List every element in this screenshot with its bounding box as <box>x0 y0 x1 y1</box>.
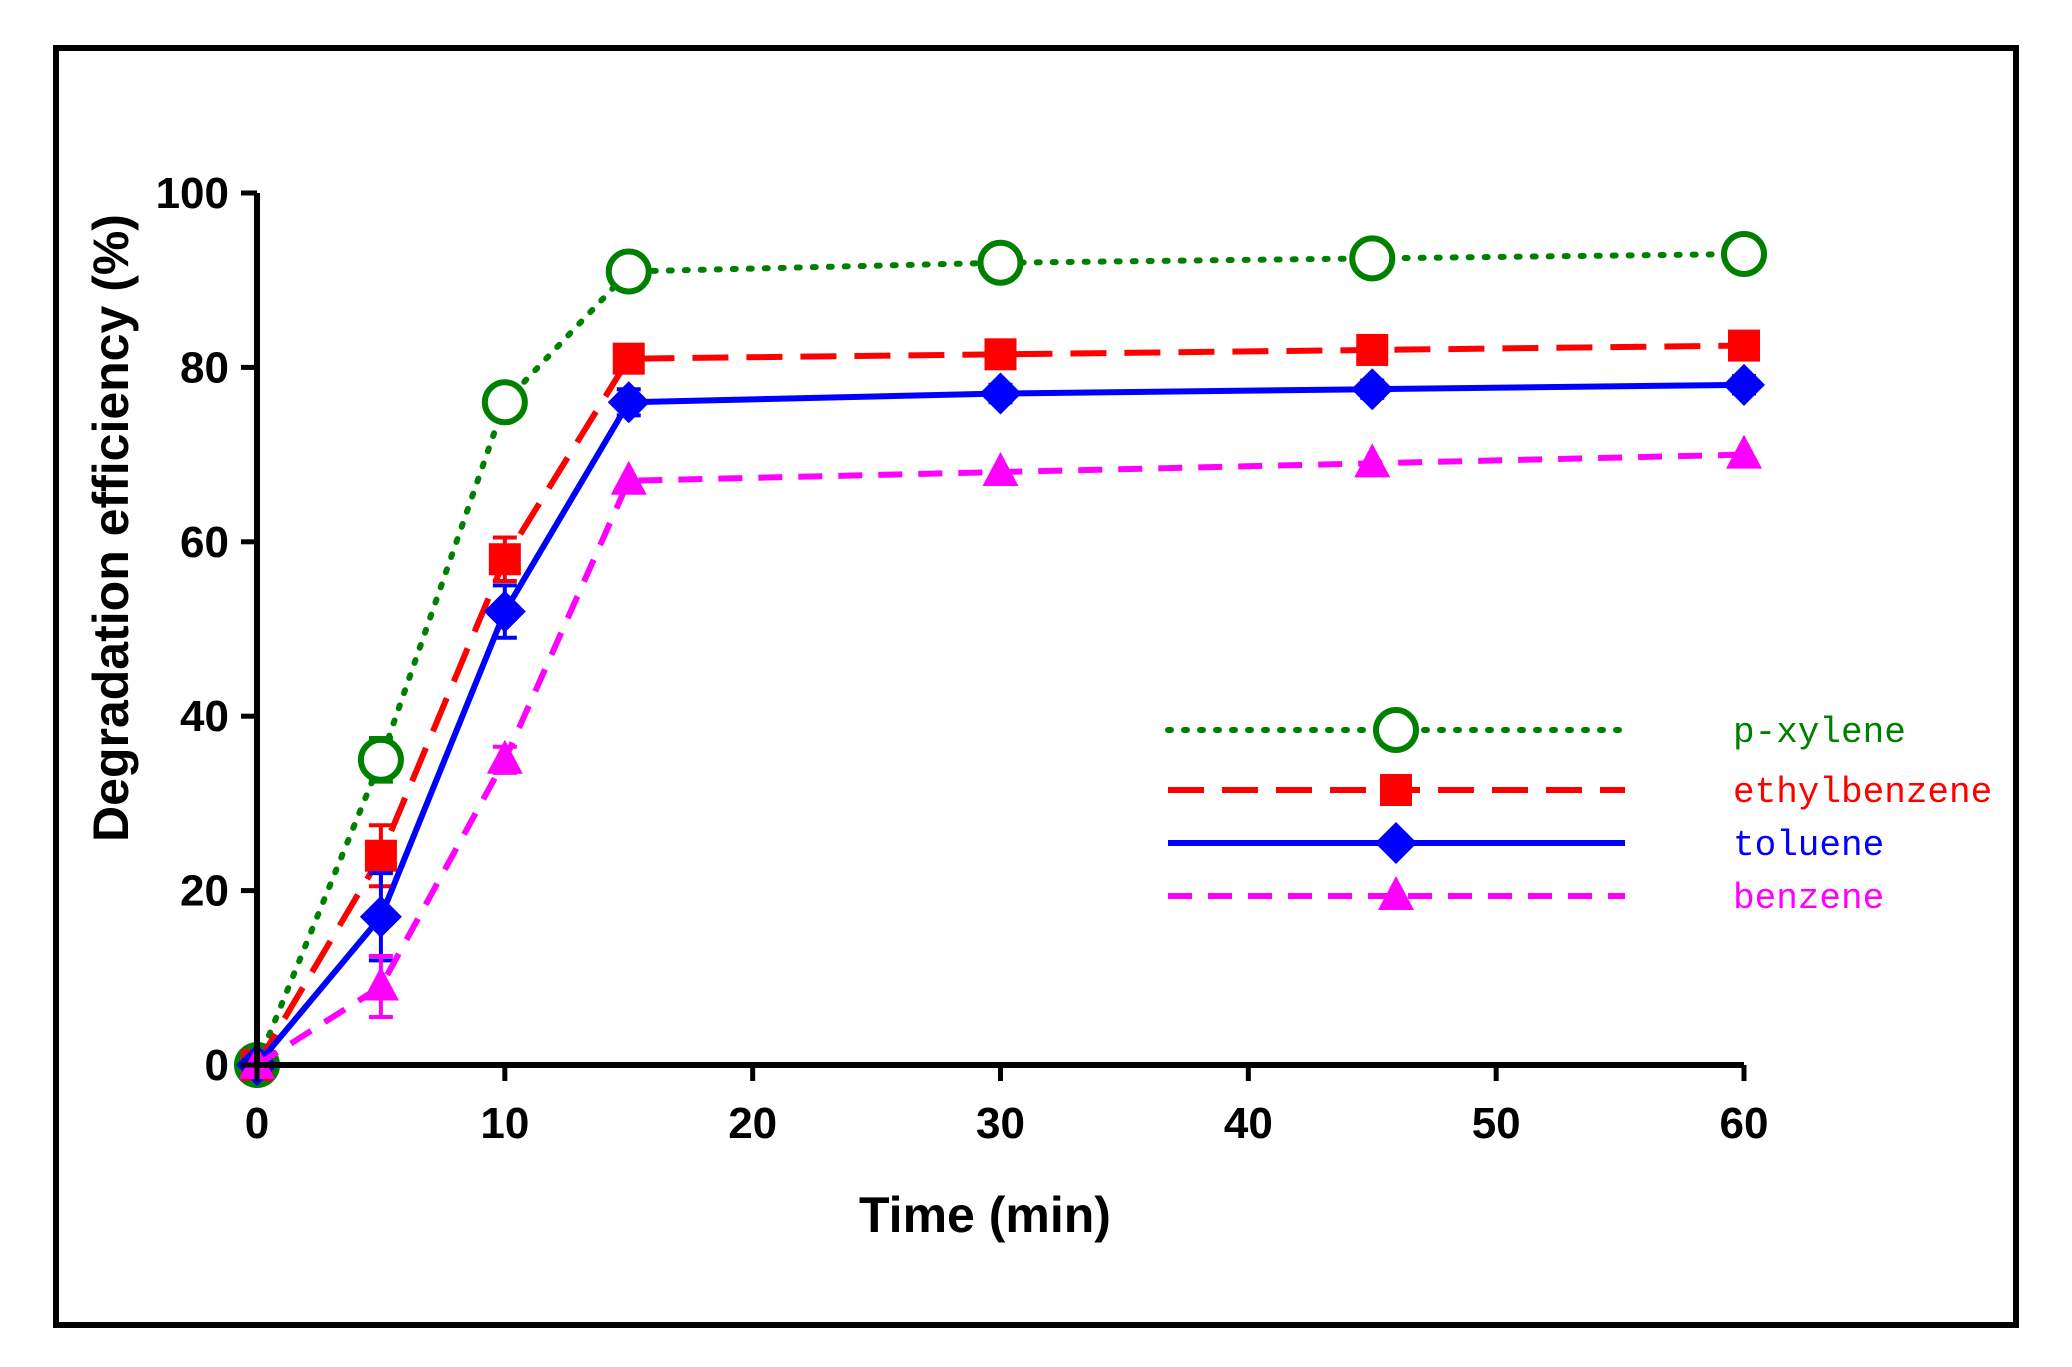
legend: p-xylene ethylbenzene toluene benzene <box>1165 707 1992 919</box>
data-point <box>1728 329 1760 362</box>
data-point <box>486 739 523 774</box>
data-point <box>1354 443 1391 478</box>
data-point <box>1726 434 1762 469</box>
data-point <box>362 966 399 1001</box>
data-point <box>1356 333 1389 366</box>
data-point <box>359 895 402 938</box>
x-tick-label: 30 <box>976 1099 1025 1148</box>
y-tick-label: 80 <box>180 343 229 392</box>
y-tick-label: 20 <box>180 867 229 916</box>
x-tick-label: 0 <box>245 1099 269 1148</box>
data-point <box>1721 231 1767 278</box>
x-axis-title: Time (min) <box>859 1187 1111 1243</box>
data-point <box>979 372 1022 415</box>
y-tick-label: 0 <box>205 1041 229 1090</box>
legend-item-toluene: toluene <box>1168 822 1884 866</box>
legend-marker <box>1378 876 1414 910</box>
figure-frame <box>53 45 2019 1328</box>
ticks-layer: 0 10 20 30 40 50 60 0 20 40 60 80 100 <box>156 169 1769 1148</box>
data-point <box>1349 235 1396 282</box>
series-line <box>255 451 1745 1068</box>
y-tick-label: 40 <box>180 692 229 741</box>
x-tick-label: 40 <box>1224 1099 1273 1148</box>
data-point <box>364 839 397 872</box>
data-point <box>610 460 647 495</box>
data-point <box>483 590 526 633</box>
data-point <box>612 342 645 375</box>
data-point <box>357 736 404 783</box>
data-point <box>1723 363 1765 406</box>
x-tick-label: 60 <box>1720 1099 1769 1148</box>
data-point <box>984 338 1017 371</box>
data-point <box>1351 368 1394 411</box>
legend-item-ethylbenzene: ethylbenzene <box>1168 772 1992 813</box>
legend-label: ethylbenzene <box>1733 772 1992 813</box>
y-tick-label: 60 <box>180 518 229 567</box>
data-point <box>977 239 1024 286</box>
series-benzene <box>239 434 1762 1079</box>
data-point <box>481 379 528 426</box>
x-tick-label: 20 <box>728 1099 777 1148</box>
legend-marker <box>1380 774 1412 806</box>
legend-label: benzene <box>1733 878 1884 919</box>
series-line <box>254 381 1745 1067</box>
x-tick-label: 10 <box>480 1099 529 1148</box>
legend-item-p-xylene: p-xylene <box>1165 707 1906 753</box>
y-axis-title: Degradation efficiency (%) <box>83 214 139 842</box>
data-point <box>982 452 1019 487</box>
y-tick-label: 100 <box>156 169 229 218</box>
legend-item-benzene: benzene <box>1168 876 1884 919</box>
series-p-xylene <box>234 231 1767 1088</box>
data-point <box>607 381 650 424</box>
legend-marker <box>1373 707 1419 753</box>
legend-label: toluene <box>1733 825 1884 866</box>
legend-label: p-xylene <box>1733 712 1906 753</box>
data-point <box>488 543 521 576</box>
x-tick-label: 50 <box>1472 1099 1521 1148</box>
legend-marker <box>1375 822 1417 864</box>
series-layer <box>234 231 1767 1088</box>
data-point <box>605 248 652 295</box>
